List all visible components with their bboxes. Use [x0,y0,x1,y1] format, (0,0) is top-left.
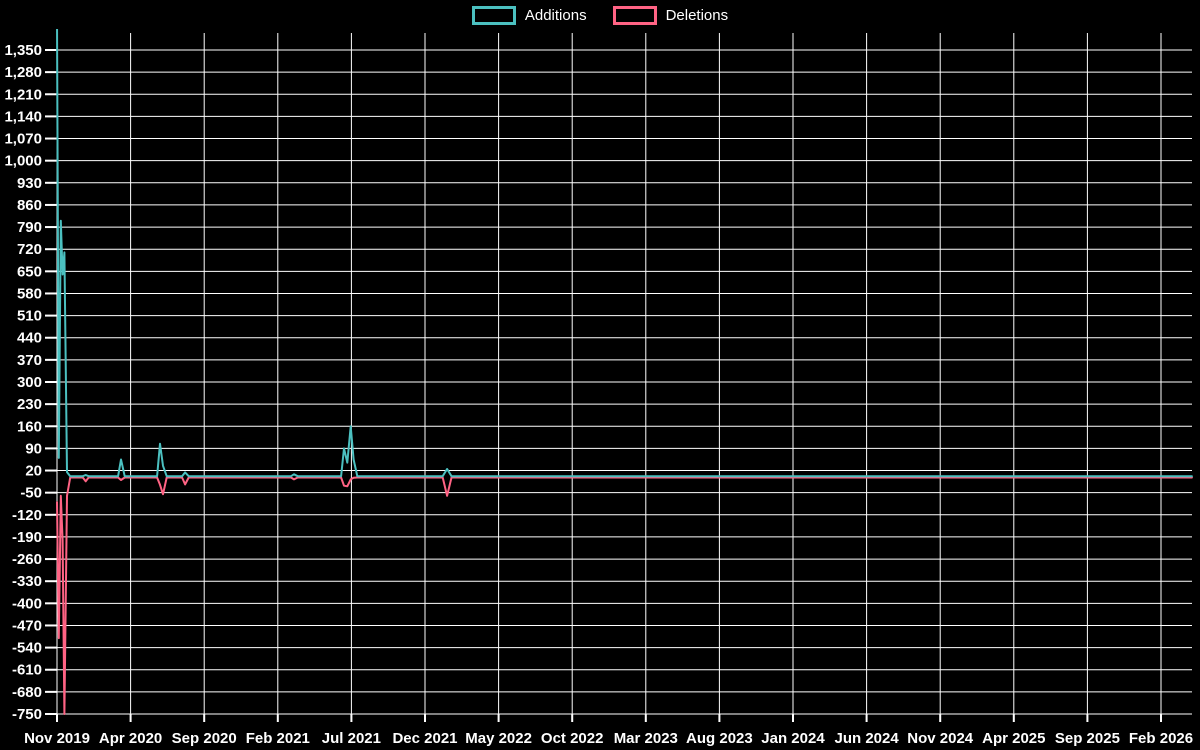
y-axis-label: 790 [17,219,42,236]
y-axis-label: -330 [12,573,42,590]
y-axis-label: 720 [17,241,42,258]
y-axis-label: -540 [12,640,42,657]
x-axis-label: Mar 2023 [614,730,678,747]
x-axis-label: Nov 2024 [907,730,974,747]
x-axis-label: Sep 2025 [1055,730,1120,747]
axis-ticks [45,49,1162,722]
y-axis-label: -260 [12,551,42,568]
y-axis-label: -470 [12,617,42,634]
x-axis-label: Jul 2021 [322,730,381,747]
y-axis-label: -680 [12,684,42,701]
legend-label-deletions: Deletions [665,7,729,24]
y-axis-label: 230 [17,396,42,413]
additions-swatch-icon [471,6,516,25]
y-axis-label: 1,140 [4,108,42,125]
x-axis-label: Dec 2021 [392,730,457,747]
y-axis-label: -50 [20,485,42,502]
deletions-swatch-icon [612,6,657,25]
series-lines [56,29,1193,715]
legend-item-additions[interactable]: Additions [471,6,587,25]
axis-labels: 1,350 1,280 1,210 1,140 1,070 1,000 930 860 790 7… [4,42,1193,747]
y-axis-label: 1,350 [4,42,42,59]
y-axis-label: -610 [12,662,42,679]
y-axis-label: -190 [12,529,42,546]
x-axis-label: Feb 2026 [1129,730,1193,747]
x-axis-label: Jun 2024 [834,730,899,747]
y-axis-label: -750 [12,706,42,723]
y-axis-label: 510 [17,308,42,325]
y-axis-label: 300 [17,374,42,391]
y-axis-label: 1,210 [4,86,42,103]
y-axis-label: 440 [17,330,42,347]
y-axis-label: 1,000 [4,153,42,170]
y-axis-label: 20 [25,463,42,480]
legend-label-additions: Additions [524,7,587,24]
legend-item-deletions[interactable]: Deletions [612,6,729,25]
x-axis-label: Jan 2024 [761,730,825,747]
chart-legend: Additions Deletions [0,6,1200,25]
x-axis-label: Apr 2020 [99,730,162,747]
x-axis-label: Feb 2021 [246,730,310,747]
x-axis-label: Sep 2020 [172,730,237,747]
x-axis-label: May 2022 [465,730,532,747]
additions-line [56,29,1193,478]
y-axis-label: 90 [25,440,42,457]
x-axis-label: Nov 2019 [24,730,90,747]
y-axis-label: 650 [17,263,42,280]
y-axis-label: -400 [12,595,42,612]
y-axis-label: 860 [17,197,42,214]
x-axis-label: Apr 2025 [982,730,1045,747]
gridlines [56,33,1192,715]
x-axis-label: Aug 2023 [686,730,753,747]
y-axis-label: 930 [17,175,42,192]
y-axis-label: 160 [17,418,42,435]
y-axis-label: 1,280 [4,64,42,81]
y-axis-label: 1,070 [4,131,42,148]
deletions-line [56,476,1193,715]
y-axis-label: -120 [12,507,42,524]
x-axis-label: Oct 2022 [541,730,604,747]
y-axis-label: 580 [17,285,42,302]
y-axis-label: 370 [17,352,42,369]
